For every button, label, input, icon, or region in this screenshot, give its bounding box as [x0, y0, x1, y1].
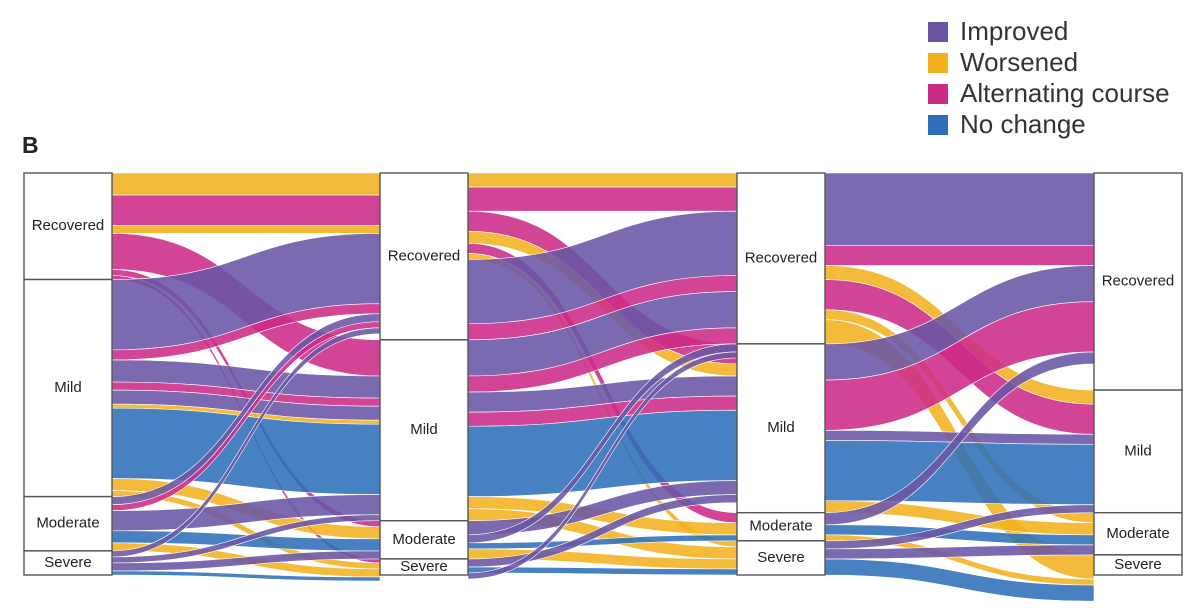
stage-3: Recovered Mild Moderate Severe [736, 172, 826, 576]
flow-1-24 [111, 570, 381, 582]
node-2-recovered [379, 172, 469, 341]
node-3-severe [736, 540, 826, 576]
node-label-1-moderate: Moderate [36, 515, 99, 532]
node-4-severe [1093, 554, 1183, 576]
node-2-moderate [379, 520, 469, 560]
legend-label-worsened: Worsened [960, 47, 1079, 77]
node-3-recovered [736, 172, 826, 345]
node-label-3-moderate: Moderate [749, 518, 812, 535]
legend-label-improved: Improved [960, 16, 1069, 46]
legend-label-alternating: Alternating course [960, 78, 1170, 108]
node-label-1-severe: Severe [44, 554, 92, 571]
stage-1: Recovered Mild Moderate Severe [23, 172, 113, 576]
node-4-mild [1093, 389, 1183, 514]
flow-layer [111, 172, 1095, 602]
flow-3-17 [824, 558, 1095, 602]
node-label-1-mild: Mild [54, 379, 82, 396]
stage-2: Recovered Mild Moderate Severe [379, 172, 469, 576]
node-label-3-severe: Severe [757, 549, 805, 566]
legend-swatch-worsened [928, 52, 948, 73]
node-label-1-recovered: Recovered [32, 217, 105, 234]
legend-swatch-no-change [928, 114, 948, 135]
flow-2-1 [467, 172, 738, 188]
node-label-2-severe: Severe [400, 558, 448, 575]
node-2-mild [379, 339, 469, 522]
legend-item-alternating: Alternating course [928, 78, 1170, 109]
node-label-2-mild: Mild [410, 421, 438, 438]
legend-label-no-change: No change [960, 109, 1086, 139]
node-label-4-severe: Severe [1114, 556, 1162, 573]
node-4-recovered [1093, 172, 1183, 391]
flow-1-1 [111, 172, 381, 196]
node-3-moderate [736, 511, 826, 542]
node-label-3-mild: Mild [767, 419, 795, 436]
flow-3-1 [824, 172, 1095, 246]
node-1-mild [23, 278, 113, 498]
node-label-4-moderate: Moderate [1106, 525, 1169, 542]
flow-1-2 [111, 194, 381, 226]
node-label-4-mild: Mild [1124, 442, 1152, 459]
legend-item-improved: Improved [928, 16, 1170, 47]
node-1-severe [23, 550, 113, 576]
flow-3-2 [824, 245, 1095, 266]
legend-swatch-alternating [928, 83, 948, 104]
panel-label: B [22, 132, 39, 158]
node-label-3-recovered: Recovered [745, 249, 818, 266]
legend: Improved Worsened Alternating course No … [928, 16, 1170, 140]
node-1-recovered [23, 172, 113, 281]
legend-item-no-change: No change [928, 109, 1170, 140]
flow-3-10 [824, 440, 1095, 505]
node-label-4-recovered: Recovered [1102, 273, 1175, 290]
stage-4: Recovered Mild Moderate Severe [1093, 172, 1183, 576]
legend-swatch-improved [928, 21, 948, 42]
node-label-2-moderate: Moderate [392, 531, 455, 548]
flow-1-3 [111, 224, 381, 234]
legend-item-worsened: Worsened [928, 47, 1170, 78]
node-4-moderate [1093, 511, 1183, 556]
node-2-severe [379, 558, 469, 576]
node-label-2-recovered: Recovered [388, 247, 461, 264]
flow-2-2 [467, 186, 738, 212]
